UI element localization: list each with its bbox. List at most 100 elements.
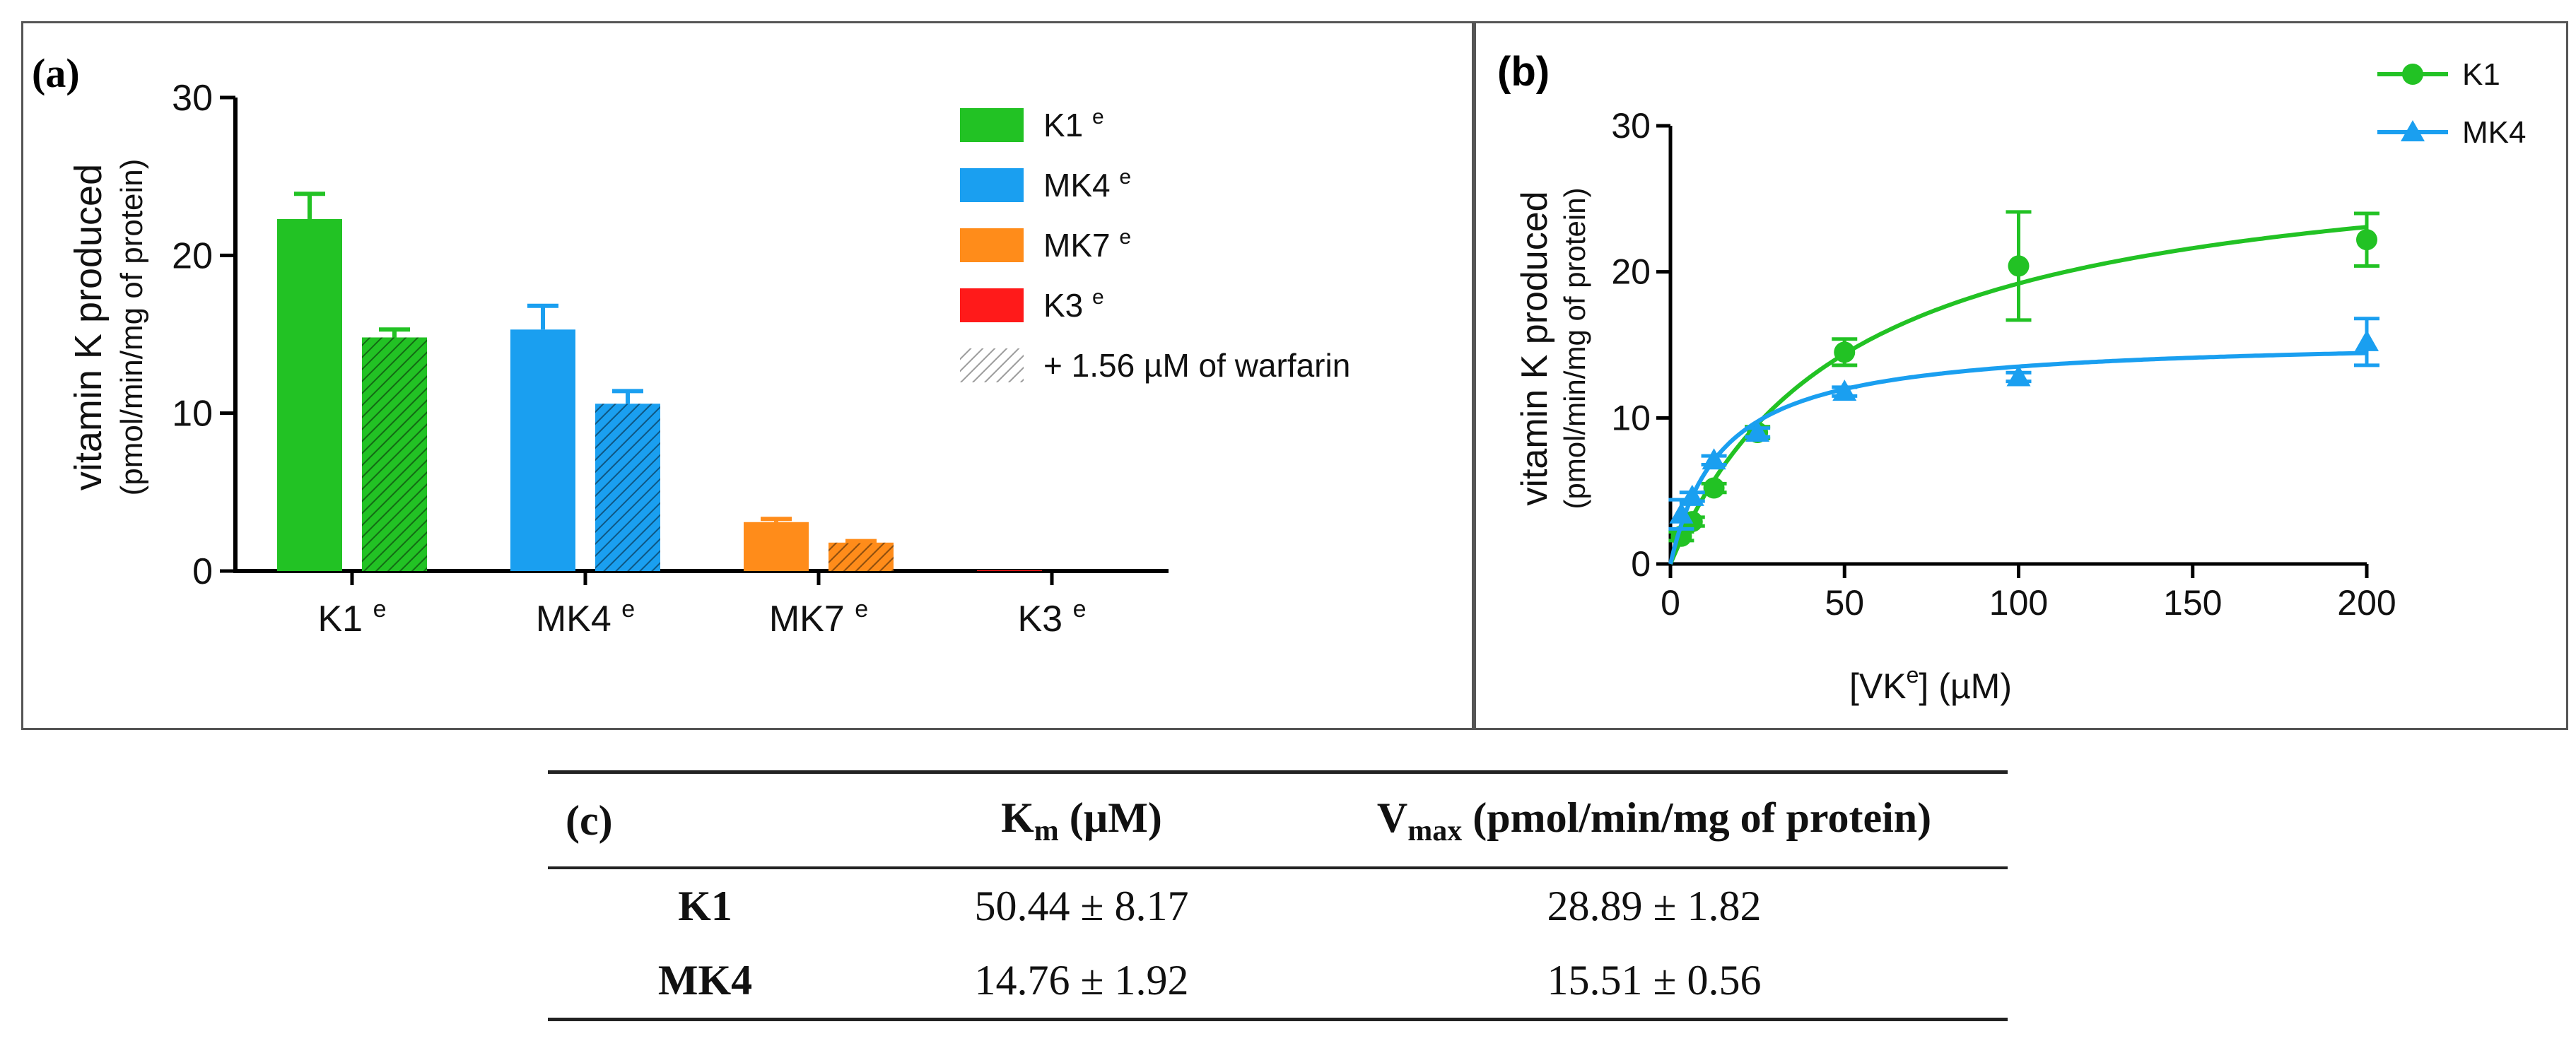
y-axis-title: vitamin K produced (pmol/min/mg of prote…	[67, 159, 149, 496]
y-tick-label: 30	[172, 78, 213, 119]
x-axis-title-sup: e	[1907, 662, 1919, 688]
row-label-mk4: MK4	[548, 943, 862, 1021]
legend-label: K1 e	[1043, 105, 1104, 143]
bar-hatch	[595, 404, 660, 571]
x-tick-label-sup: e	[1073, 596, 1087, 623]
km-header-sub: m	[1034, 815, 1059, 847]
legend-label-sup: e	[1092, 105, 1104, 129]
legend-label: MK7 e	[1043, 225, 1131, 264]
km-header-main: K	[1001, 794, 1034, 841]
vmax-header-main: V	[1376, 794, 1408, 841]
panel-c-label: (c)	[548, 770, 862, 869]
vmax-header-tail: (pmol/min/mg of protein)	[1462, 794, 1932, 841]
x-tick-label-base: MK7	[769, 599, 855, 640]
vmax-header-sub: max	[1407, 815, 1463, 847]
data-point-mk4	[1669, 502, 1694, 524]
x-tick-label: 0	[1661, 583, 1680, 623]
legend-label-base: K1	[1043, 107, 1092, 143]
x-tick-label: K1 e	[318, 596, 387, 640]
y-axis-title-line1: vitamin K produced	[1514, 191, 1555, 505]
legend-label-base: MK7	[1043, 227, 1119, 264]
legend-swatch	[960, 228, 1024, 262]
legend-label-sup: e	[1119, 225, 1131, 249]
bar	[744, 522, 809, 571]
x-tick-label-sup: e	[373, 596, 387, 623]
x-tick-label: K3 e	[1018, 596, 1087, 640]
data-point-mk4	[1680, 484, 1704, 506]
km-header: Km (µM)	[862, 770, 1301, 869]
legend-label-base: + 1.56 µM of warfarin	[1043, 347, 1350, 384]
y-tick-label: 20	[1611, 252, 1651, 292]
panel-b-label: (b)	[1497, 49, 1550, 95]
legend-swatch	[960, 288, 1024, 322]
x-tick-label: 50	[1825, 583, 1864, 623]
y-tick-label: 0	[192, 551, 213, 592]
panel-a-bar-chart: (a) vitamin K produced (pmol/min/mg of p…	[21, 21, 1474, 730]
km-value-k1: 50.44 ± 8.17	[974, 883, 1189, 929]
x-tick-label: 150	[2163, 583, 2222, 623]
kinetics-table: (c) Km (µM) Vmax (pmol/min/mg of protein…	[548, 770, 2008, 1021]
data-point-mk4	[1702, 448, 1726, 470]
x-tick-label-base: K1	[318, 599, 373, 640]
row-label-k1: K1	[678, 883, 732, 929]
x-tick-label: 200	[2337, 583, 2396, 623]
vmax-value-k1: 28.89 ± 1.82	[1547, 883, 1762, 929]
x-axis-title-tail: ] (µM)	[1919, 666, 2012, 706]
x-axis-title-base: [VK	[1849, 666, 1907, 706]
data-point-mk4	[1832, 380, 1857, 401]
legend-label-base: K3	[1043, 287, 1092, 324]
bar-hatch	[362, 337, 427, 571]
x-tick-label: MK7 e	[769, 596, 868, 640]
y-axis-title-line2: (pmol/min/mg of protein)	[1558, 187, 1591, 509]
table-header-row: (c) Km (µM) Vmax (pmol/min/mg of protein…	[548, 770, 2008, 869]
panel-b-kinetics-chart: (b) vitamin K produced (pmol/min/mg of p…	[1474, 21, 2568, 730]
legend-marker	[2402, 64, 2423, 85]
table-row: MK4 14.76 ± 1.92 15.51 ± 0.56	[548, 943, 2008, 1021]
data-point-k1	[2356, 229, 2377, 251]
x-axis-title: [VKe] (µM)	[1849, 662, 2012, 706]
legend-label: K3 e	[1043, 286, 1104, 324]
legend-swatch	[960, 348, 1024, 382]
legend-label-sup: e	[1119, 165, 1131, 189]
vmax-header: Vmax (pmol/min/mg of protein)	[1301, 770, 2008, 869]
legend-label-base: MK4	[1043, 167, 1119, 204]
km-header-tail: (µM)	[1058, 794, 1162, 841]
bar	[977, 570, 1042, 571]
x-tick-label: MK4 e	[536, 596, 635, 640]
x-tick-label-base: MK4	[536, 599, 621, 640]
y-axis-title-line1: vitamin K produced	[67, 164, 110, 490]
bar	[277, 218, 342, 571]
y-tick-label: 10	[172, 394, 213, 435]
bar-hatch	[829, 542, 894, 571]
legend-label: MK4	[2462, 115, 2526, 150]
legend-swatch	[960, 168, 1024, 202]
x-tick-label-base: K3	[1018, 599, 1073, 640]
data-point-mk4	[1745, 420, 1770, 442]
legend-label-sup: e	[1092, 286, 1104, 309]
kinetics-chart-svg: (b) vitamin K produced (pmol/min/mg of p…	[1497, 49, 2526, 706]
data-point-mk4	[2355, 329, 2379, 351]
x-tick-label-sup: e	[855, 596, 868, 623]
data-point-mk4	[2006, 365, 2031, 387]
y-axis-title-line2: (pmol/min/mg of protein)	[115, 159, 149, 496]
km-value-mk4: 14.76 ± 1.92	[862, 943, 1301, 1021]
data-point-k1	[2008, 255, 2030, 277]
panel-c-kinetics-table: (c) Km (µM) Vmax (pmol/min/mg of protein…	[548, 770, 2008, 1021]
bar-chart-svg: (a) vitamin K produced (pmol/min/mg of p…	[32, 50, 1350, 640]
y-tick-label: 10	[1611, 398, 1651, 437]
panel-a-label: (a)	[32, 50, 80, 96]
data-point-k1	[1703, 477, 1725, 499]
legend-marker	[2401, 120, 2425, 141]
legend-label: MK4 e	[1043, 165, 1131, 204]
legend-label: K1	[2462, 57, 2500, 92]
data-point-k1	[1834, 341, 1856, 363]
legend-swatch	[960, 108, 1024, 142]
table-row: K1 50.44 ± 8.17 28.89 ± 1.82	[548, 868, 2008, 943]
y-tick-label: 30	[1611, 106, 1651, 146]
x-tick-label-sup: e	[621, 596, 635, 623]
bar	[510, 329, 575, 571]
vmax-value-mk4: 15.51 ± 0.56	[1301, 943, 2008, 1021]
legend-label: + 1.56 µM of warfarin	[1043, 347, 1350, 384]
y-tick-label: 20	[172, 235, 213, 276]
y-tick-label: 0	[1631, 544, 1651, 584]
